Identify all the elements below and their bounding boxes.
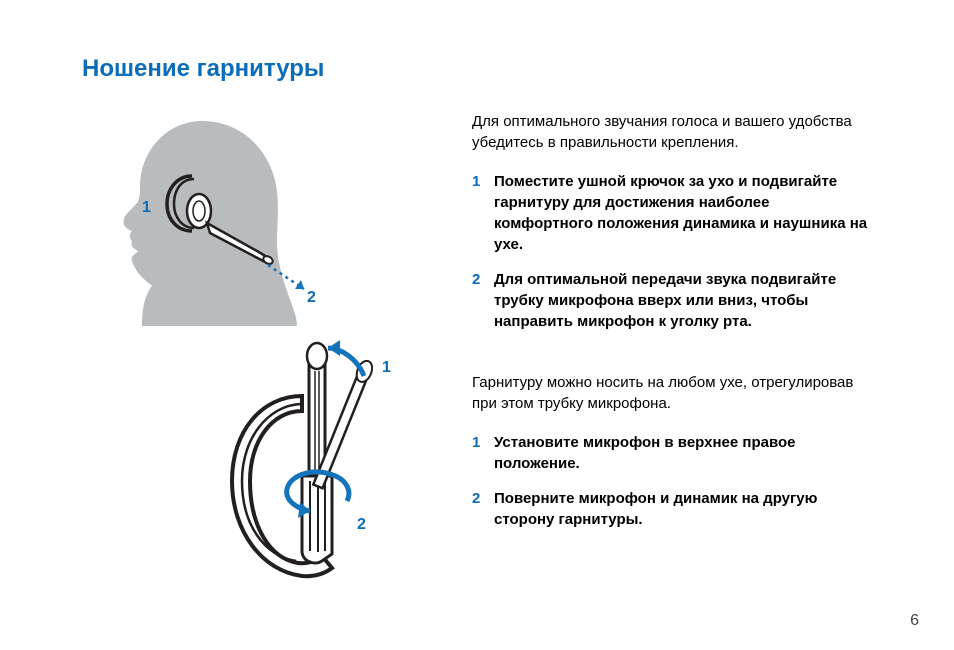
figure1-label-2: 2 xyxy=(307,289,316,307)
step-number: 2 xyxy=(472,269,480,290)
section2-step-1: 1 Установите микрофон в верхнее правое п… xyxy=(472,432,872,474)
step-number: 1 xyxy=(472,171,480,192)
figure2-label-2: 2 xyxy=(357,516,366,534)
figure-headset-rotation xyxy=(202,336,442,596)
figure-head-silhouette xyxy=(82,111,342,336)
figure2-label-1: 1 xyxy=(382,359,391,377)
section1-step-2: 2 Для оптимальной передачи звука подвига… xyxy=(472,269,872,332)
figure1-label-1: 1 xyxy=(142,199,151,217)
step-text: Для оптимальной передачи звука подвигайт… xyxy=(494,271,836,330)
section2-intro: Гарнитуру можно носить на любом ухе, отр… xyxy=(472,372,872,414)
content-area: 1 2 xyxy=(82,111,872,544)
text-column: Для оптимального звучания голоса и вашег… xyxy=(472,111,872,544)
page-title: Ношение гарнитуры xyxy=(82,55,872,83)
section1-step-1: 1 Поместите ушной крючок за ухо и подвиг… xyxy=(472,171,872,255)
page-number: 6 xyxy=(910,612,919,630)
step-text: Установите микрофон в верхнее правое пол… xyxy=(494,434,795,472)
section1-intro: Для оптимального звучания голоса и вашег… xyxy=(472,111,872,153)
section2-steps: 1 Установите микрофон в верхнее правое п… xyxy=(472,432,872,530)
section2-step-2: 2 Поверните микрофон и динамик на другую… xyxy=(472,488,872,530)
step-number: 2 xyxy=(472,488,480,509)
section1-steps: 1 Поместите ушной крючок за ухо и подвиг… xyxy=(472,171,872,332)
figures-column: 1 2 xyxy=(82,111,432,544)
step-number: 1 xyxy=(472,432,480,453)
step-text: Поместите ушной крючок за ухо и подвигай… xyxy=(494,173,867,253)
step-text: Поверните микрофон и динамик на другую с… xyxy=(494,490,817,528)
